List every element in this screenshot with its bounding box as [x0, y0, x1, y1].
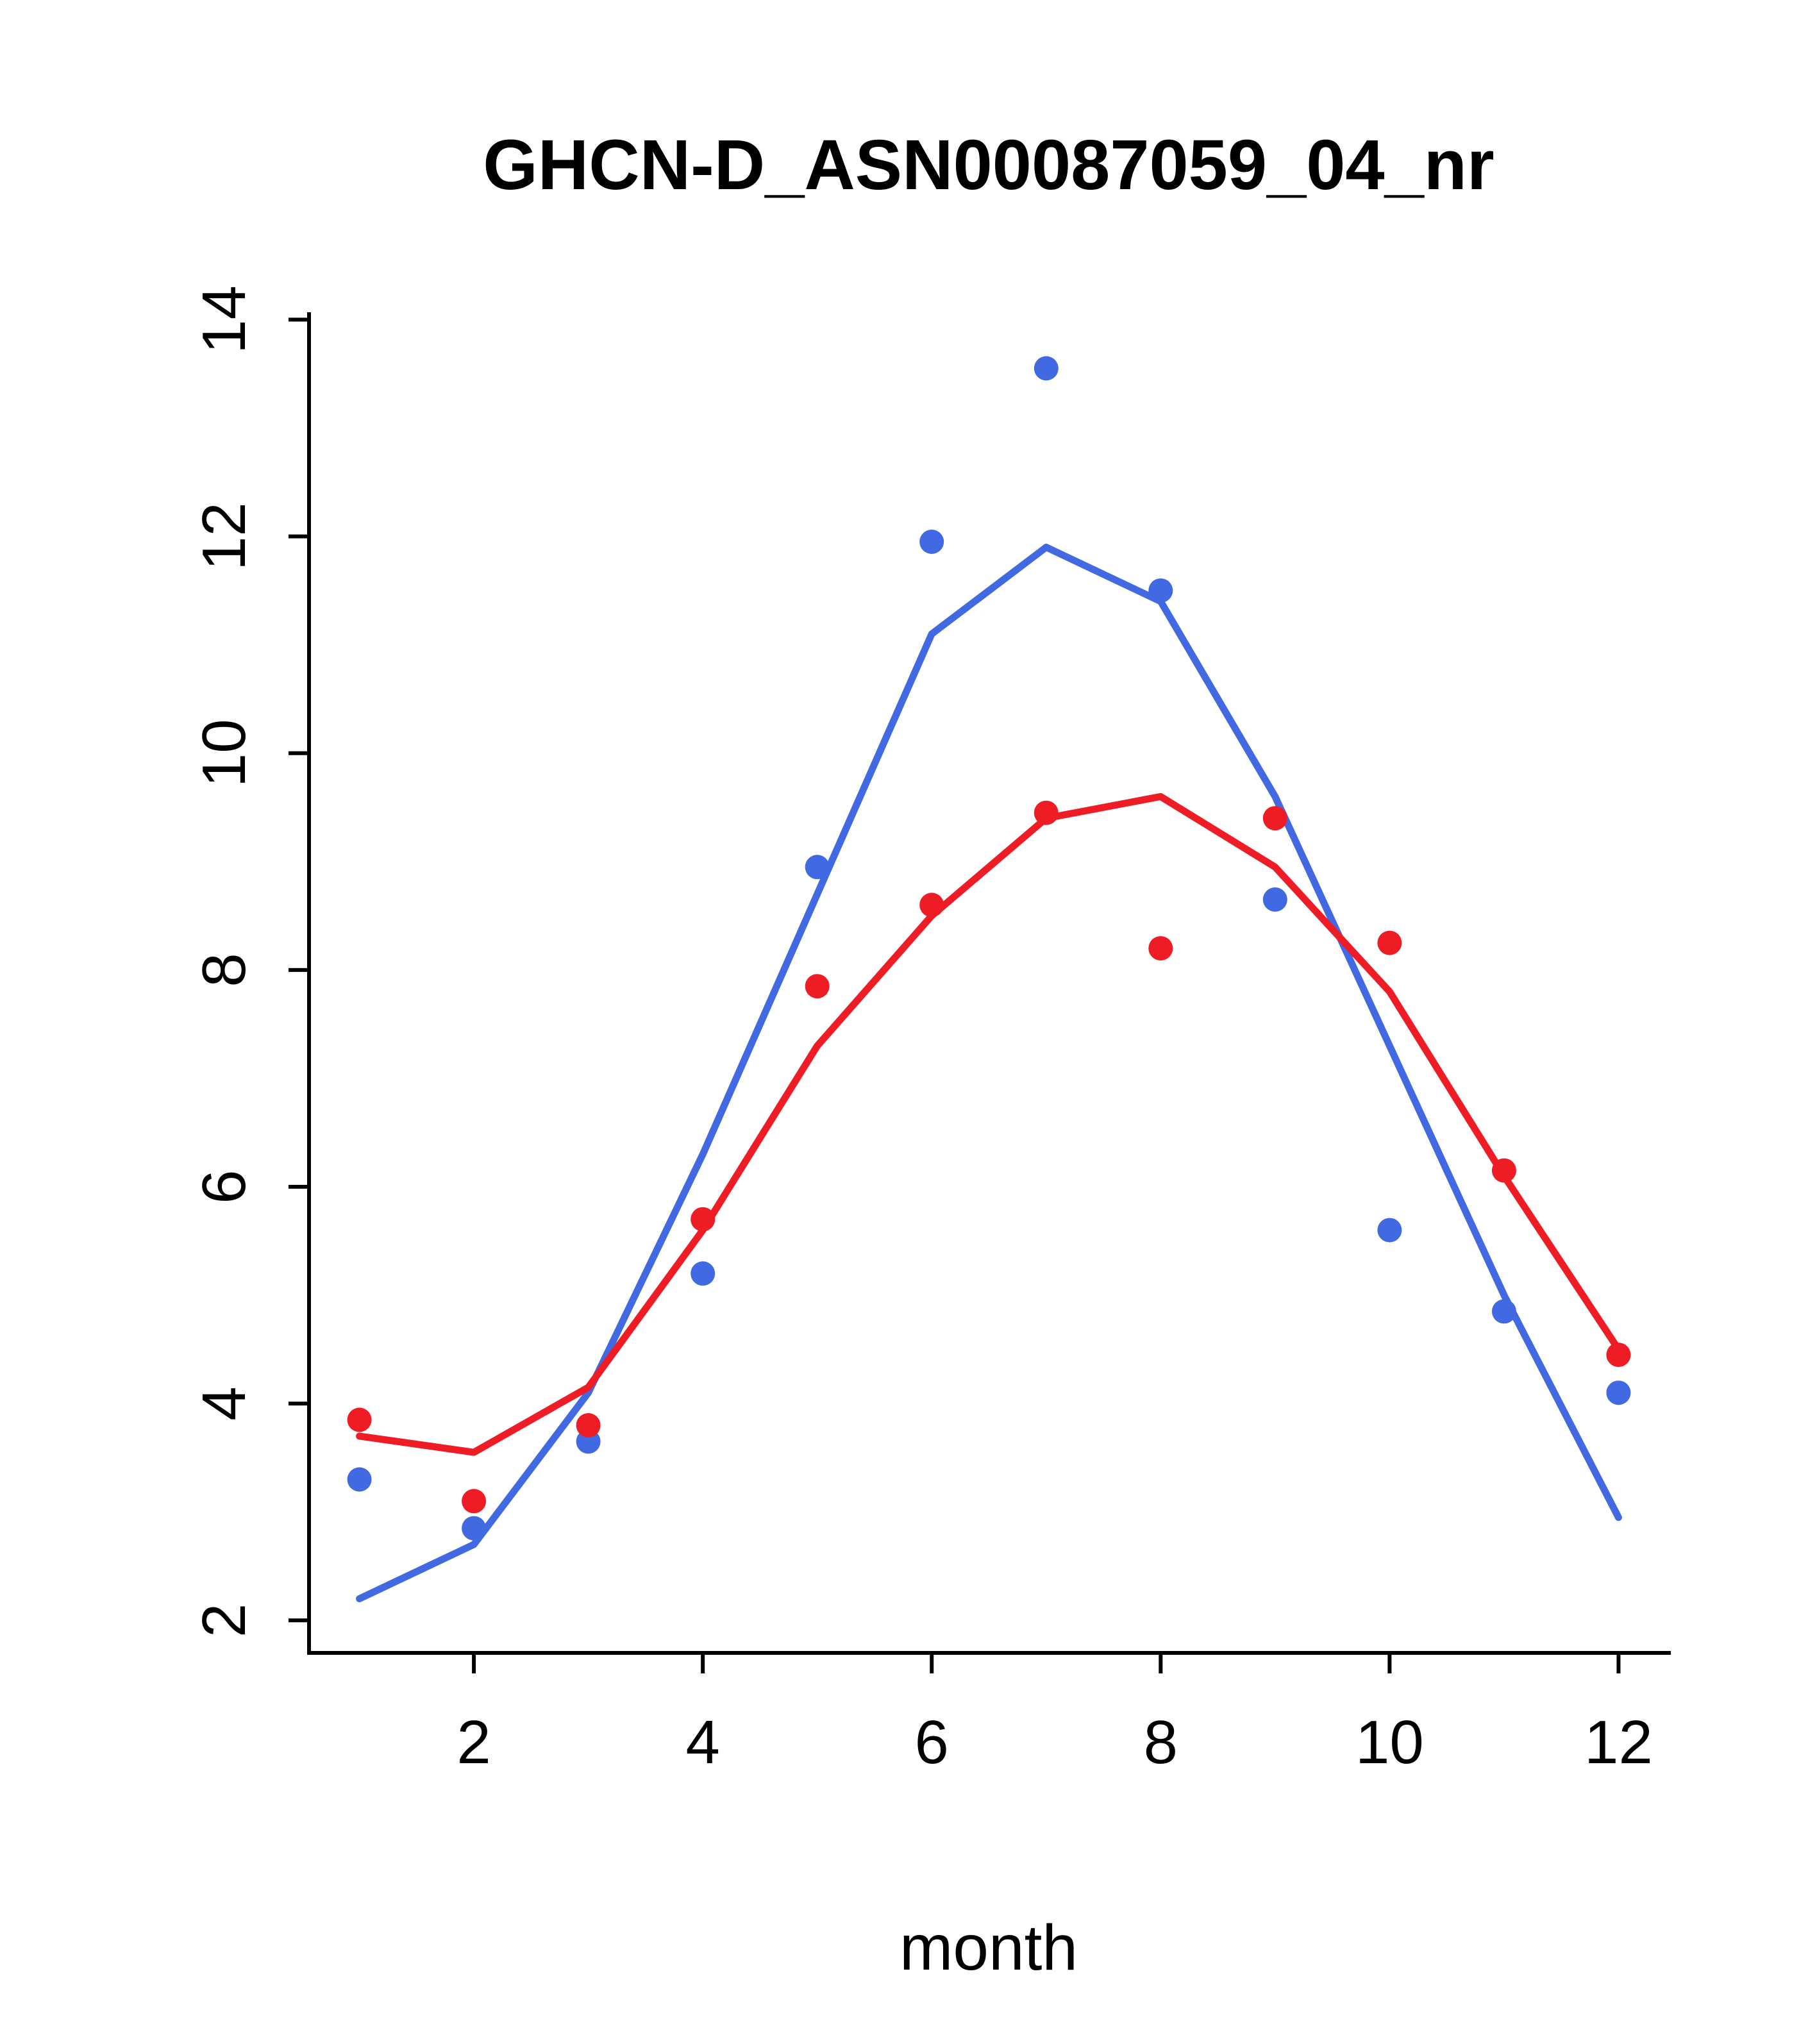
red-points-marker	[576, 1413, 601, 1437]
x-tick-label: 4	[685, 1708, 719, 1777]
chart-title: GHCN-D_ASN00087059_04_nr	[483, 126, 1495, 205]
red-points-marker	[805, 974, 830, 999]
blue-points-marker	[1606, 1380, 1631, 1405]
blue-points-marker	[691, 1261, 716, 1286]
red-trend-line	[356, 792, 1622, 1456]
x-tick-label: 12	[1584, 1708, 1653, 1777]
red-points-marker	[1262, 806, 1287, 831]
blue-points-marker	[919, 530, 944, 554]
x-tick-label: 10	[1355, 1708, 1424, 1777]
blue-points-marker	[1034, 356, 1059, 381]
blue-trend-line	[356, 544, 1622, 1602]
x-tick-label: 2	[456, 1708, 490, 1777]
blue-points-marker	[1262, 887, 1287, 912]
red-points-marker	[691, 1207, 716, 1232]
blue-points-marker	[347, 1467, 372, 1492]
red-points-marker	[1377, 930, 1402, 955]
blue-points-marker	[462, 1516, 487, 1541]
red-points-marker	[1606, 1343, 1631, 1368]
blue-points-marker	[805, 855, 830, 880]
y-tick-label: 10	[190, 719, 258, 787]
y-tick-label: 4	[190, 1386, 258, 1420]
red-points-marker	[347, 1407, 372, 1432]
red-points-marker	[1491, 1158, 1516, 1183]
blue-points-marker	[1148, 578, 1173, 603]
x-tick-label: 8	[1144, 1708, 1178, 1777]
y-tick-label: 6	[190, 1169, 258, 1203]
x-tick-label: 6	[915, 1708, 949, 1777]
x-axis-title: month	[900, 1912, 1078, 1984]
blue-points-marker	[1377, 1218, 1402, 1243]
y-tick-label: 8	[190, 953, 258, 987]
plot-area: 2 4 6 8 10 12 2 4 6 8 10 12 14	[190, 285, 1671, 1777]
y-tick-label: 2	[190, 1604, 258, 1638]
red-points-marker	[462, 1489, 487, 1514]
y-tick-label: 14	[190, 285, 258, 354]
y-tick-label: 12	[190, 502, 258, 571]
red-points-marker	[919, 892, 944, 917]
red-points-marker	[1034, 800, 1059, 825]
blue-points-marker	[1491, 1299, 1516, 1324]
red-points-marker	[1148, 936, 1173, 961]
